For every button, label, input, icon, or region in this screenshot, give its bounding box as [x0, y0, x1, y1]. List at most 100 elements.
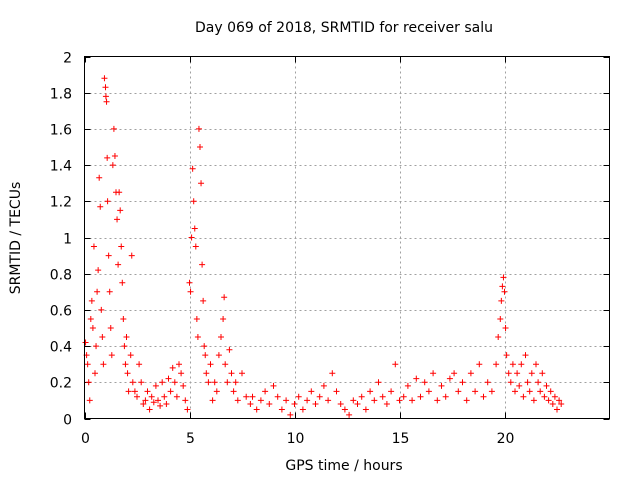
- data-point: [551, 393, 558, 400]
- data-point: [524, 379, 531, 386]
- data-point: [516, 382, 523, 389]
- data-point: [498, 297, 505, 304]
- data-point: [520, 393, 527, 400]
- data-point: [505, 370, 512, 377]
- data-point: [155, 397, 161, 404]
- data-point: [512, 388, 518, 395]
- data-point: [545, 397, 552, 404]
- data-point: [123, 334, 130, 341]
- data-point: [95, 267, 102, 274]
- data-point: [111, 153, 118, 160]
- tick-layer: [84, 56, 610, 420]
- data-point: [500, 274, 507, 281]
- data-point: [184, 406, 191, 413]
- data-point: [106, 288, 113, 295]
- data-point: [190, 198, 197, 205]
- data-point: [108, 352, 115, 359]
- data-point: [152, 382, 159, 389]
- data-point: [488, 388, 495, 395]
- data-point: [115, 261, 122, 268]
- data-point: [549, 401, 556, 408]
- data-point: [299, 406, 306, 413]
- data-point: [150, 399, 157, 406]
- data-point: [295, 393, 302, 400]
- data-point: [371, 397, 378, 404]
- data-point: [333, 388, 340, 395]
- data-point: [425, 388, 432, 395]
- data-point: [104, 154, 111, 161]
- y-tick-label: 0.4: [50, 340, 72, 356]
- data-point: [89, 325, 96, 331]
- data-point: [194, 334, 201, 341]
- y-tick-label: 1.4: [50, 159, 72, 175]
- y-tick-label: 0.8: [50, 268, 72, 284]
- data-point: [274, 393, 281, 400]
- data-point: [100, 361, 107, 368]
- data-point: [476, 361, 483, 368]
- data-point: [148, 393, 155, 400]
- data-point: [82, 339, 89, 346]
- data-point: [413, 375, 420, 382]
- data-point: [116, 189, 123, 196]
- data-point: [199, 261, 206, 268]
- data-point: [329, 370, 336, 377]
- data-point: [188, 234, 195, 241]
- data-point: [192, 243, 199, 250]
- data-point: [161, 393, 168, 400]
- data-point: [526, 388, 533, 395]
- data-point: [120, 315, 127, 322]
- data-point: [157, 402, 164, 409]
- data-point: [484, 379, 491, 386]
- data-point: [202, 352, 209, 359]
- y-tick-label: 0.2: [50, 376, 72, 392]
- data-point: [539, 370, 546, 377]
- x-axis-label: GPS time / hours: [285, 458, 402, 474]
- data-point: [354, 401, 361, 408]
- data-point: [119, 279, 126, 286]
- chart-title: Day 069 of 2018, SRMTID for receiver sal…: [195, 20, 493, 36]
- data-point: [341, 406, 348, 413]
- data-point: [125, 388, 132, 395]
- data-point: [543, 382, 550, 389]
- data-point: [554, 406, 560, 413]
- data-point: [163, 401, 170, 408]
- data-point: [167, 388, 174, 395]
- data-point: [142, 397, 149, 404]
- data-point: [103, 98, 110, 105]
- data-point: [400, 393, 407, 400]
- data-point: [193, 315, 200, 322]
- data-point: [221, 294, 228, 301]
- data-point: [358, 393, 365, 400]
- data-point: [169, 364, 176, 371]
- data-point: [308, 388, 315, 395]
- data-point: [226, 346, 233, 353]
- data-point: [228, 370, 235, 377]
- data-point: [556, 397, 563, 404]
- data-point: [388, 388, 395, 395]
- data-point: [98, 306, 105, 313]
- data-point: [304, 397, 311, 404]
- data-point: [499, 283, 506, 290]
- data-point: [105, 252, 112, 259]
- data-point: [367, 388, 374, 395]
- data-point: [547, 388, 554, 395]
- data-point: [463, 397, 470, 404]
- data-point: [182, 397, 189, 404]
- data-point: [87, 315, 94, 322]
- data-point: [176, 361, 182, 368]
- data-point: [541, 393, 548, 400]
- data-point: [362, 406, 369, 413]
- data-point: [92, 370, 98, 377]
- data-point: [446, 375, 453, 382]
- data-point: [93, 343, 100, 350]
- data-point: [262, 388, 269, 395]
- data-point: [117, 207, 124, 214]
- data-point: [84, 361, 91, 368]
- data-point: [325, 397, 332, 404]
- data-point: [287, 411, 294, 418]
- data-point: [337, 401, 344, 408]
- x-tick-labels: 0 5 10 15 20: [81, 431, 514, 447]
- data-point: [110, 125, 117, 132]
- data-point: [346, 411, 353, 418]
- data-point: [249, 393, 256, 400]
